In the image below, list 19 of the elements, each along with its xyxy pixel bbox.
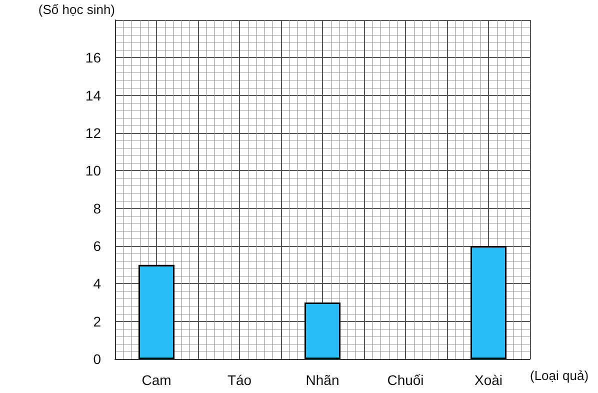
y-tick-label: 2 <box>93 313 102 330</box>
bar <box>470 246 506 359</box>
y-tick-label: 16 <box>85 50 102 66</box>
x-tick-label: Chuối <box>387 372 424 388</box>
y-axis-title: (Số học sinh) <box>38 2 115 17</box>
y-tick-label: 6 <box>93 238 102 254</box>
x-tick-label: Nhãn <box>306 372 340 388</box>
y-tick-label: 10 <box>85 162 102 179</box>
bar <box>304 302 340 359</box>
y-tick-label: 4 <box>93 276 102 292</box>
x-axis-title: (Loại quả) <box>530 368 589 383</box>
y-tick-label: 8 <box>93 200 102 216</box>
y-tick-label: 14 <box>85 87 102 104</box>
y-tick-label: 0 <box>93 351 102 367</box>
x-tick-label: Táo <box>227 372 252 388</box>
x-tick-label: Cam <box>142 372 172 388</box>
bar <box>138 264 174 359</box>
x-tick-label: Xoài <box>474 372 503 388</box>
y-tick-label: 12 <box>85 125 102 141</box>
